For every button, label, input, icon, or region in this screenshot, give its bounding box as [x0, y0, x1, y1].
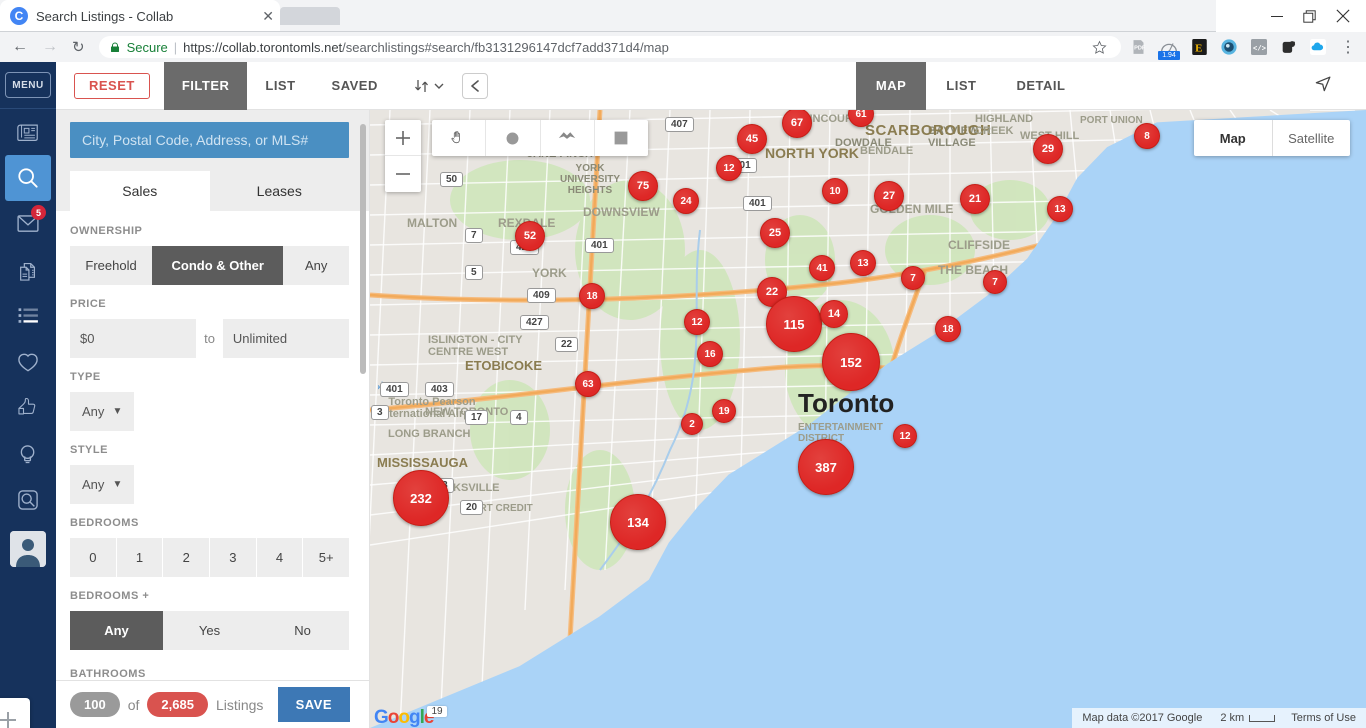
svg-text:E: E: [1195, 42, 1202, 54]
svg-text:PDF: PDF: [1134, 46, 1146, 52]
svg-text:</>: </>: [1253, 46, 1266, 54]
